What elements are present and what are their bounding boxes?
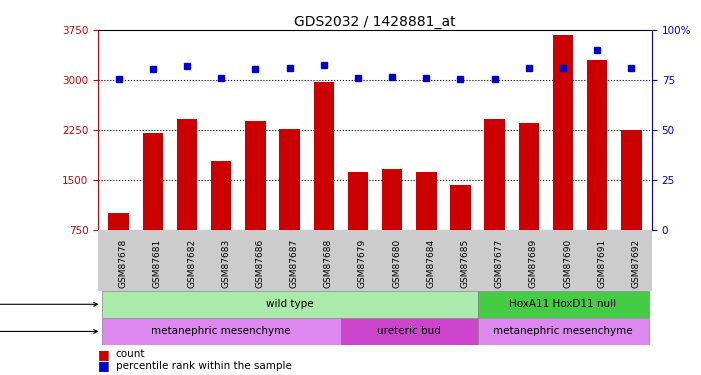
Bar [587,60,608,230]
Text: GSM87681: GSM87681 [153,239,162,288]
Text: GSM87688: GSM87688 [324,239,333,288]
Text: genotype/variation: genotype/variation [0,299,97,309]
Bar [477,318,648,345]
Bar [484,118,505,230]
Text: GSM87689: GSM87689 [529,239,538,288]
Bar [142,134,163,230]
Bar [177,118,197,230]
Bar [416,172,437,230]
Bar [102,318,341,345]
Text: HoxA11 HoxD11 null: HoxA11 HoxD11 null [510,299,617,309]
Text: GSM87680: GSM87680 [392,239,401,288]
Bar [279,129,300,230]
Bar [621,130,641,230]
Text: GSM87687: GSM87687 [290,239,299,288]
Bar [553,34,573,230]
Bar [477,291,648,318]
Text: GSM87677: GSM87677 [495,239,504,288]
Text: GSM87686: GSM87686 [255,239,264,288]
Bar [382,170,402,230]
Bar [245,122,266,230]
Bar [341,318,477,345]
Text: GSM87692: GSM87692 [632,239,641,288]
Text: count: count [116,350,145,359]
Text: GSM87678: GSM87678 [118,239,128,288]
Text: GSM87685: GSM87685 [461,239,470,288]
Bar [109,213,129,230]
Text: GSM87682: GSM87682 [187,239,196,288]
Text: ■: ■ [98,348,110,361]
Bar [450,185,471,230]
Bar [211,161,231,230]
Title: GDS2032 / 1428881_at: GDS2032 / 1428881_at [294,15,456,29]
Bar [519,123,539,230]
Text: tissue: tissue [0,326,97,336]
Text: GSM87691: GSM87691 [597,239,606,288]
Text: GSM87684: GSM87684 [426,239,435,288]
Text: percentile rank within the sample: percentile rank within the sample [116,361,292,370]
Text: GSM87679: GSM87679 [358,239,367,288]
Bar [102,291,477,318]
Text: wild type: wild type [266,299,313,309]
Text: ■: ■ [98,359,110,372]
Bar [313,82,334,230]
Text: metanephric mesenchyme: metanephric mesenchyme [494,326,633,336]
Text: metanephric mesenchyme: metanephric mesenchyme [151,326,291,336]
Text: ureteric bud: ureteric bud [377,326,441,336]
Text: GSM87683: GSM87683 [222,239,230,288]
Bar [348,172,368,230]
Text: GSM87690: GSM87690 [563,239,572,288]
